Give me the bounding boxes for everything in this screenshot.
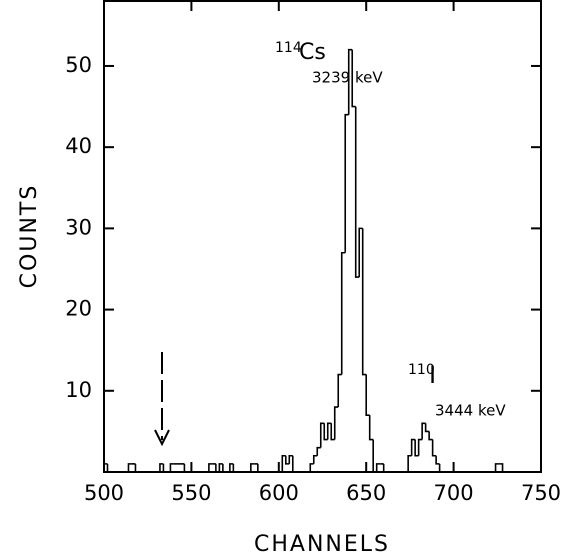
histogram-bin	[208, 463, 213, 472]
histogram-bin	[499, 463, 504, 472]
histogram-bin	[407, 454, 412, 472]
histogram-bin	[183, 463, 188, 473]
histogram-bin	[368, 415, 374, 441]
y-tick-label: 10	[65, 378, 92, 402]
x-tick-label: 500	[84, 481, 124, 505]
y-tick-label: 30	[65, 215, 92, 239]
x-tick-label: 700	[434, 481, 474, 505]
histogram-bin	[103, 463, 108, 472]
histogram-bin	[375, 463, 381, 472]
histogram-bin	[333, 406, 339, 440]
histogram-bin	[250, 463, 255, 472]
histogram-bin	[326, 422, 332, 440]
histogram-bin	[340, 251, 346, 375]
histogram-bin	[354, 106, 360, 278]
histogram-bin	[232, 463, 237, 473]
annotation: 114	[275, 40, 302, 56]
histogram-bin	[106, 463, 111, 473]
histogram-bin	[365, 374, 370, 416]
histogram-bin	[421, 422, 426, 440]
histogram-bin	[358, 227, 363, 278]
histogram-bin	[438, 463, 444, 473]
histogram-bin	[312, 454, 318, 464]
histogram-bin	[281, 454, 286, 472]
y-tick-label: 20	[65, 297, 92, 321]
histogram-bin	[169, 463, 174, 472]
annotation: 3444 keV	[435, 402, 506, 420]
annotation: I	[429, 361, 436, 389]
histogram-bin	[344, 113, 349, 253]
histogram-bin	[284, 455, 290, 465]
histogram-bin	[351, 49, 356, 108]
histogram-bin	[291, 455, 297, 473]
annotation: 3239 keV	[312, 69, 383, 87]
histogram-bin	[229, 463, 234, 472]
x-tick-label: 650	[346, 481, 386, 505]
y-tick-label: 50	[65, 53, 92, 77]
histogram-bin	[347, 48, 353, 115]
x-tick-label: 600	[259, 481, 299, 505]
histogram-bin	[330, 423, 335, 441]
histogram-bin	[222, 463, 227, 473]
y-axis-label: COUNTS	[17, 184, 42, 289]
histogram-bin	[127, 463, 132, 472]
histogram-bin	[288, 454, 293, 464]
histogram-bin	[431, 439, 437, 457]
histogram-bin	[417, 438, 423, 456]
annotation: 110	[408, 362, 435, 378]
histogram-bin	[382, 463, 388, 473]
histogram-bin	[428, 431, 433, 441]
histogram-bin	[323, 423, 328, 441]
histogram-bin	[218, 463, 223, 472]
histogram-bin	[361, 228, 367, 376]
y-tick-label: 40	[65, 134, 92, 158]
x-axis-label: CHANNELS	[254, 532, 390, 557]
histogram-bin	[319, 422, 325, 448]
arrow	[154, 352, 170, 447]
x-tick-label: 750	[521, 481, 561, 505]
annotation: Cs	[299, 40, 326, 65]
histogram-bin	[257, 463, 262, 473]
histogram-bin	[424, 423, 430, 433]
x-tick-label: 550	[171, 481, 211, 505]
histogram-bin	[494, 463, 500, 472]
histogram-bin	[134, 463, 139, 473]
histogram-bin	[372, 439, 377, 473]
histogram-bin	[414, 439, 419, 457]
histogram-bin	[215, 463, 220, 473]
plot-frame	[103, 0, 542, 473]
histogram-bin	[309, 463, 314, 472]
histogram-bin	[435, 455, 440, 465]
histogram-bin	[162, 463, 167, 473]
histogram-bin	[159, 463, 164, 472]
histogram-bin	[410, 438, 416, 456]
histogram-bin	[337, 373, 342, 408]
histogram-bin	[316, 446, 321, 456]
